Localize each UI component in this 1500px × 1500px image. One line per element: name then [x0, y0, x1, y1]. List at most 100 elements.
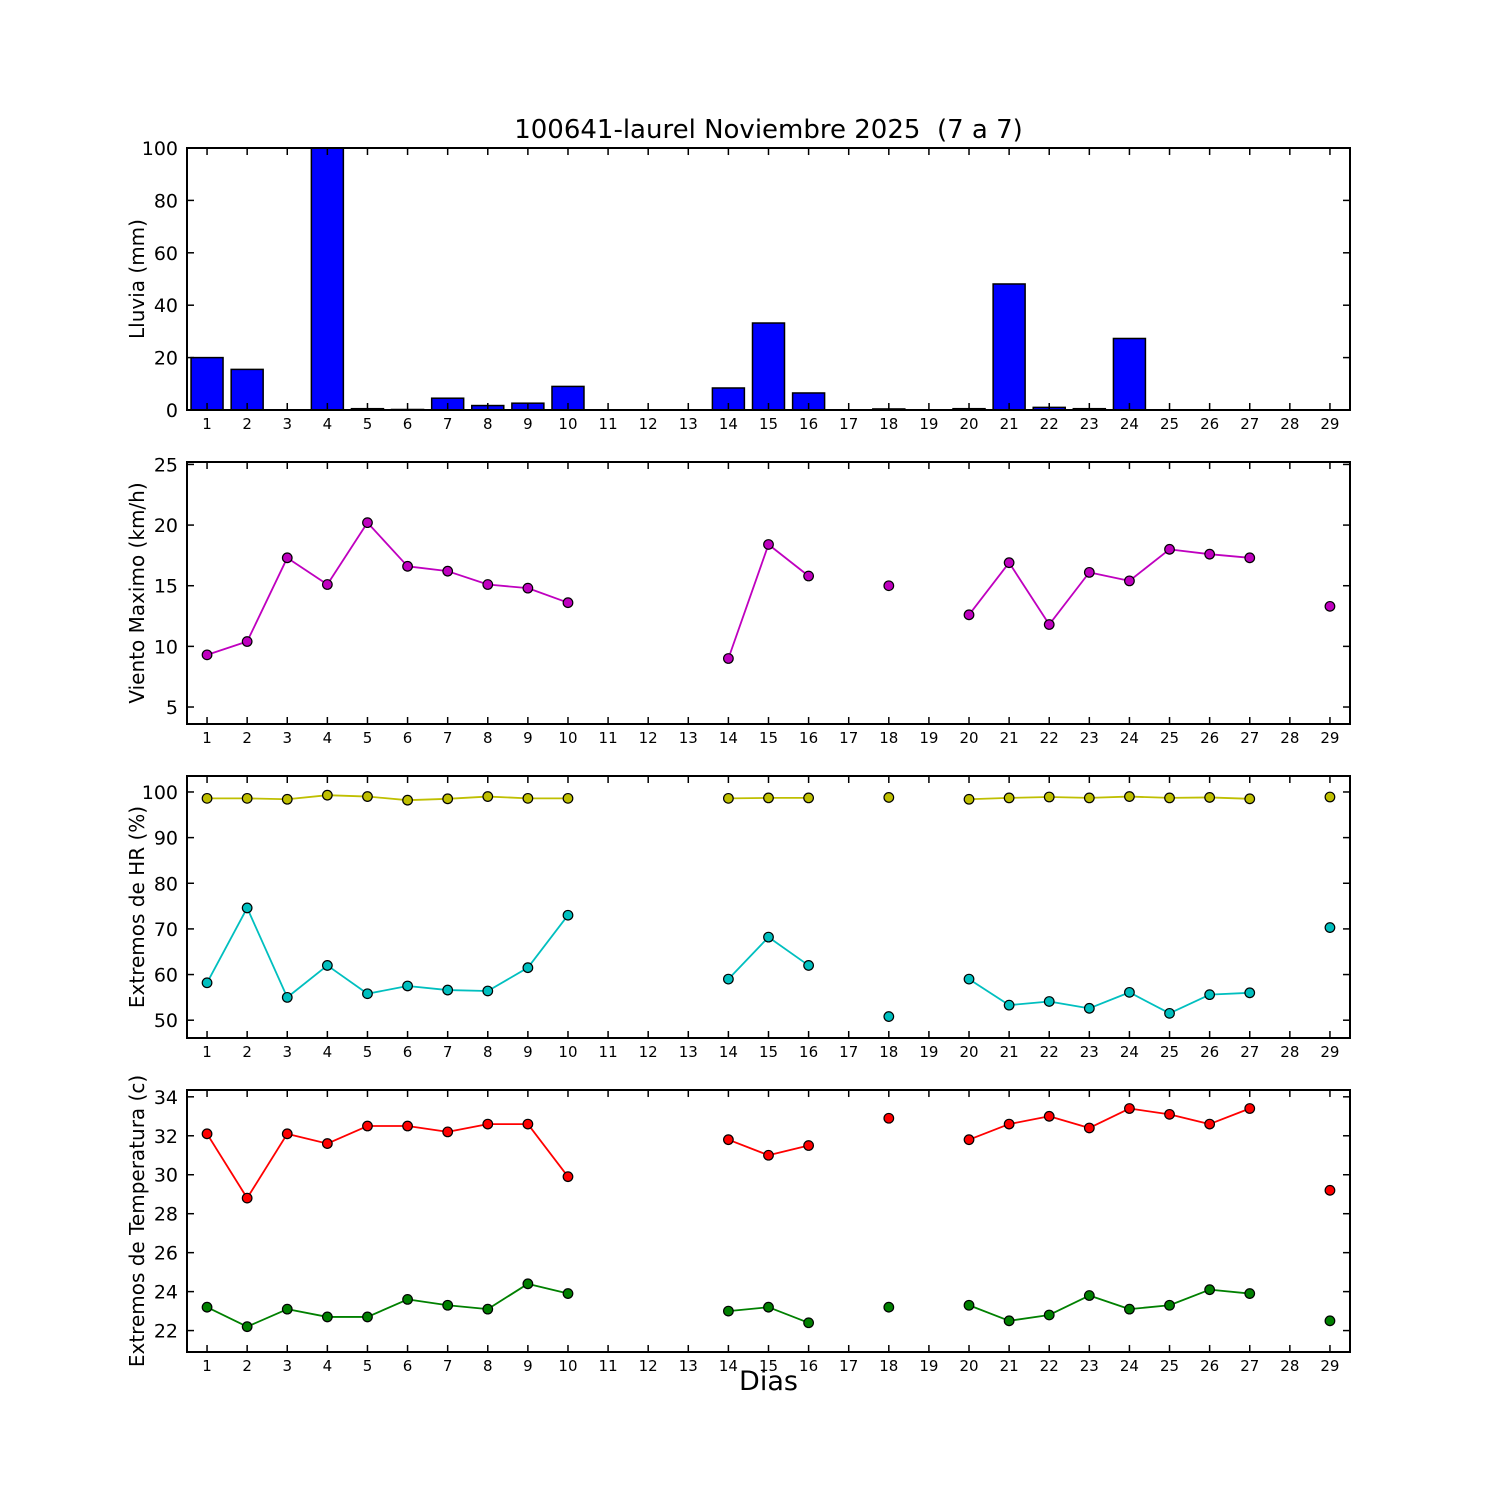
temp_minima-marker-day-5: [362, 1311, 373, 1323]
hr_minima-marker-day-1: [201, 977, 213, 989]
x-tick-label: 29: [1320, 415, 1339, 433]
temp_minima-marker-day-14: [722, 1305, 734, 1317]
x-tick-label: 9: [523, 1357, 533, 1375]
x-tick-label: 9: [523, 1043, 533, 1061]
hr_maxima-marker-day-7: [442, 793, 454, 805]
x-tick-label: 25: [1160, 1043, 1179, 1061]
series-segment: [286, 557, 328, 586]
series-segment: [767, 936, 810, 967]
axes-frame: [186, 461, 1351, 725]
hr_minima-marker-day-9: [522, 962, 534, 974]
viento_maximo-marker-day-5: [362, 517, 373, 529]
figure-title: 100641-laurel Noviembre 2025 (7 a 7): [514, 115, 1023, 145]
y-tick-label: 80: [154, 873, 178, 895]
hr_maxima-marker-day-1: [201, 792, 213, 804]
y-tick-label: 22: [154, 1321, 178, 1343]
x-tick-label: 11: [599, 415, 618, 433]
series-segment: [1048, 1294, 1090, 1316]
hr_minima-marker-day-24: [1124, 986, 1135, 998]
x-tick-label: 27: [1240, 729, 1259, 747]
x-tick-label: 21: [1000, 1043, 1019, 1061]
x-tick-label: 19: [919, 729, 938, 747]
y-tick-label: 60: [154, 965, 178, 987]
viento_maximo-marker-day-8: [482, 579, 494, 590]
x-tick-label: 16: [799, 1043, 818, 1061]
series-segment: [968, 978, 1010, 1006]
series-segment: [727, 936, 770, 980]
series-segment: [447, 1123, 488, 1133]
x-tick-label: 16: [799, 415, 818, 433]
hr_minima-marker-day-3: [281, 991, 293, 1003]
x-tick-label: 25: [1160, 729, 1179, 747]
series-segment: [1129, 1304, 1170, 1311]
hr_minima-marker-day-5: [362, 988, 373, 1000]
x-tick-label: 22: [1040, 415, 1059, 433]
temp_maxima-marker-day-20: [963, 1134, 975, 1146]
viento_maximo-marker-day-4: [321, 579, 333, 590]
series-segment: [447, 1304, 488, 1311]
x-tick-label: 28: [1280, 729, 1299, 747]
hr_minima-marker-day-20: [963, 973, 975, 985]
y-tick-label: 10: [154, 636, 178, 658]
series-segment: [1169, 548, 1210, 556]
y-tick-label: 30: [154, 1165, 178, 1187]
x-tick-label: 19: [919, 1357, 938, 1375]
series-segment: [367, 795, 408, 802]
series-segment: [527, 1123, 569, 1178]
viento_maximo-marker-day-24: [1124, 575, 1135, 587]
x-tick-label: 5: [363, 415, 373, 433]
series-segment: [247, 797, 288, 801]
temp_maxima-marker-day-21: [1003, 1118, 1015, 1130]
x-tick-label: 8: [483, 729, 493, 747]
hr_minima-marker-day-14: [722, 973, 734, 985]
series-segment: [206, 1133, 248, 1199]
x-tick-label: 13: [679, 1043, 698, 1061]
series-segment: [1169, 1113, 1210, 1125]
y-tick-label: 15: [154, 576, 178, 598]
x-tick-label: 18: [879, 415, 898, 433]
x-tick-label: 22: [1040, 729, 1059, 747]
y-tick-label: 90: [154, 828, 178, 850]
series-segment: [968, 562, 1010, 616]
x-tick-label: 16: [799, 729, 818, 747]
x-tick-label: 9: [523, 415, 533, 433]
hr_maxima-marker-day-24: [1124, 791, 1135, 802]
x-tick-label: 2: [242, 729, 252, 747]
temp_minima-marker-day-8: [482, 1303, 494, 1315]
series-segment: [206, 640, 248, 656]
hr_maxima-marker-day-27: [1244, 793, 1256, 805]
x-tick-label: 1: [202, 729, 212, 747]
hr_maxima-marker-day-5: [362, 791, 373, 802]
y-tick-label: 20: [154, 348, 178, 370]
hr_minima-marker-day-21: [1003, 999, 1015, 1011]
x-tick-label: 3: [282, 1357, 292, 1375]
viento_maximo-marker-day-3: [281, 552, 293, 564]
x-tick-label: 19: [919, 415, 938, 433]
y-tick-label: 80: [154, 190, 178, 212]
x-tick-label: 8: [483, 415, 493, 433]
temp_maxima-marker-day-1: [201, 1128, 213, 1140]
x-tick-label: 4: [323, 729, 333, 747]
viento_maximo-marker-day-23: [1083, 566, 1095, 578]
hr_minima-marker-day-23: [1083, 1002, 1095, 1014]
viento_maximo-marker-day-15: [763, 539, 774, 550]
series-segment: [407, 1298, 448, 1307]
x-tick-label: 2: [242, 415, 252, 433]
x-tick-label: 6: [403, 1043, 413, 1061]
y-tick-label: 24: [154, 1282, 178, 1304]
temp_maxima-marker-day-16: [803, 1140, 815, 1151]
series-segment: [447, 989, 488, 992]
x-tick-label: 11: [599, 1357, 618, 1375]
hr_maxima-marker-day-14: [722, 792, 734, 804]
hr_maxima-marker-day-15: [763, 792, 774, 804]
x-tick-label: 20: [959, 415, 978, 433]
x-tick-label: 10: [558, 1357, 577, 1375]
hr_minima-marker-day-6: [402, 980, 413, 992]
temp_maxima-marker-day-10: [562, 1171, 574, 1183]
series-segment: [728, 1306, 769, 1312]
temp_minima-marker-day-16: [803, 1317, 815, 1329]
x-tick-label: 24: [1120, 1357, 1139, 1375]
x-tick-label: 7: [443, 1357, 453, 1375]
temp_minima-marker-day-4: [321, 1311, 333, 1323]
